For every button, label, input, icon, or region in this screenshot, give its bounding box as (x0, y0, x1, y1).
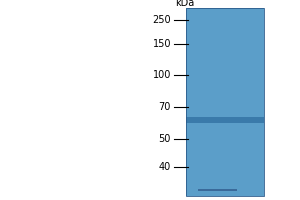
Text: kDa: kDa (176, 0, 195, 8)
Text: 150: 150 (152, 39, 171, 49)
Text: 40: 40 (159, 162, 171, 172)
Bar (186, 8, 264, 196)
Text: 70: 70 (159, 102, 171, 112)
Text: 250: 250 (152, 15, 171, 25)
Bar (186, 117, 264, 123)
Text: 50: 50 (159, 134, 171, 144)
Text: 100: 100 (153, 70, 171, 80)
Bar (198, 189, 237, 191)
Bar (186, 8, 264, 196)
